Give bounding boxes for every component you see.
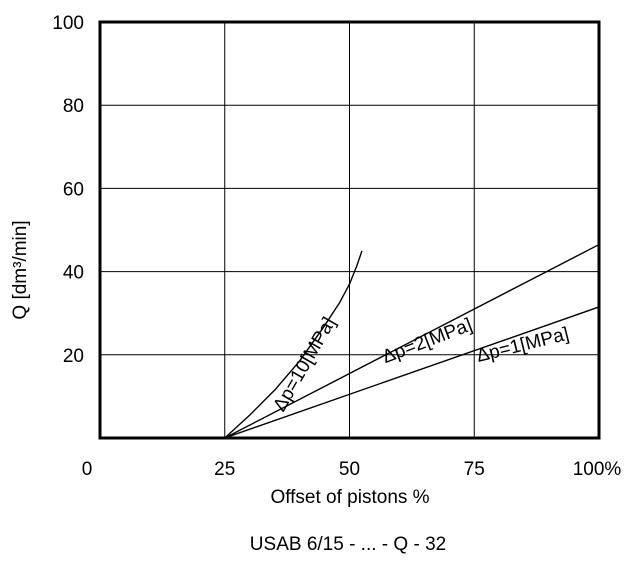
curve-labels: Δp=10[MPa] Δp=2[MPa] Δp=1[MPa] — [269, 314, 571, 416]
curve-label: Δp=2[MPa] — [379, 315, 475, 368]
series-line-2 — [224, 306, 600, 439]
x-tick-label: 75 — [464, 459, 485, 480]
grid-lines — [100, 22, 599, 438]
curve-label: Δp=1[MPa] — [474, 324, 571, 367]
chart-caption: USAB 6/15 - ... - Q - 32 — [250, 534, 446, 555]
x-tick-labels: 0 25 50 75 100% — [82, 459, 622, 480]
x-axis-label: Offset of pistons % — [270, 487, 429, 508]
y-tick-label: 100 — [52, 13, 84, 34]
series-line-1 — [224, 243, 600, 439]
series-lines — [224, 243, 600, 439]
x-tick-label: 50 — [339, 459, 360, 480]
curve-label: Δp=10[MPa] — [269, 314, 340, 416]
plot-frame — [98, 20, 601, 440]
series-line-0 — [224, 250, 363, 439]
y-tick-label: 80 — [63, 96, 84, 117]
y-tick-labels: 20 40 60 80 100 — [52, 13, 84, 367]
y-tick-label: 40 — [63, 263, 84, 284]
x-tick-label: 25 — [214, 459, 235, 480]
y-tick-label: 60 — [63, 179, 84, 200]
y-axis-label: Q [dm³/min] — [10, 220, 31, 319]
y-tick-label: 20 — [63, 346, 84, 367]
x-tick-label: 100% — [573, 459, 622, 480]
x-tick-label: 0 — [82, 459, 93, 480]
